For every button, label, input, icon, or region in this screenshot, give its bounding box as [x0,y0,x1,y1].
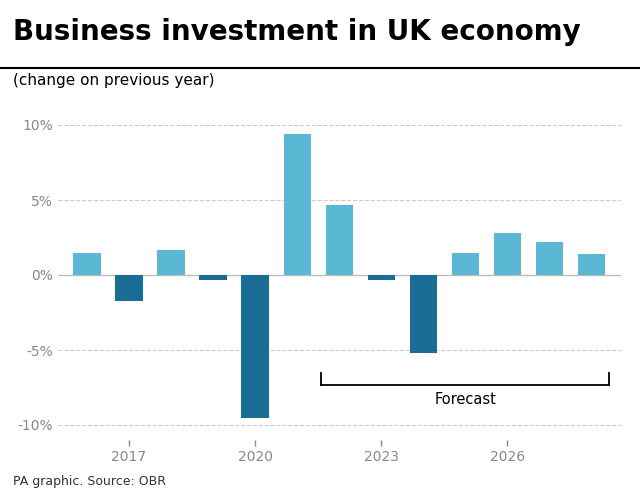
Bar [284,134,311,275]
Text: (change on previous year): (change on previous year) [13,72,214,88]
Bar [74,252,100,275]
Bar [452,252,479,275]
Bar [536,242,563,275]
Text: Forecast: Forecast [435,392,496,407]
Text: PA graphic. Source: OBR: PA graphic. Source: OBR [13,474,166,488]
Bar [410,275,437,353]
Text: Business investment in UK economy: Business investment in UK economy [13,18,580,46]
Bar [493,233,521,275]
Bar [115,275,143,300]
Bar [157,250,185,275]
Bar [326,204,353,275]
Bar [200,275,227,280]
Bar [367,275,395,280]
Bar [578,254,605,275]
Bar [241,275,269,418]
